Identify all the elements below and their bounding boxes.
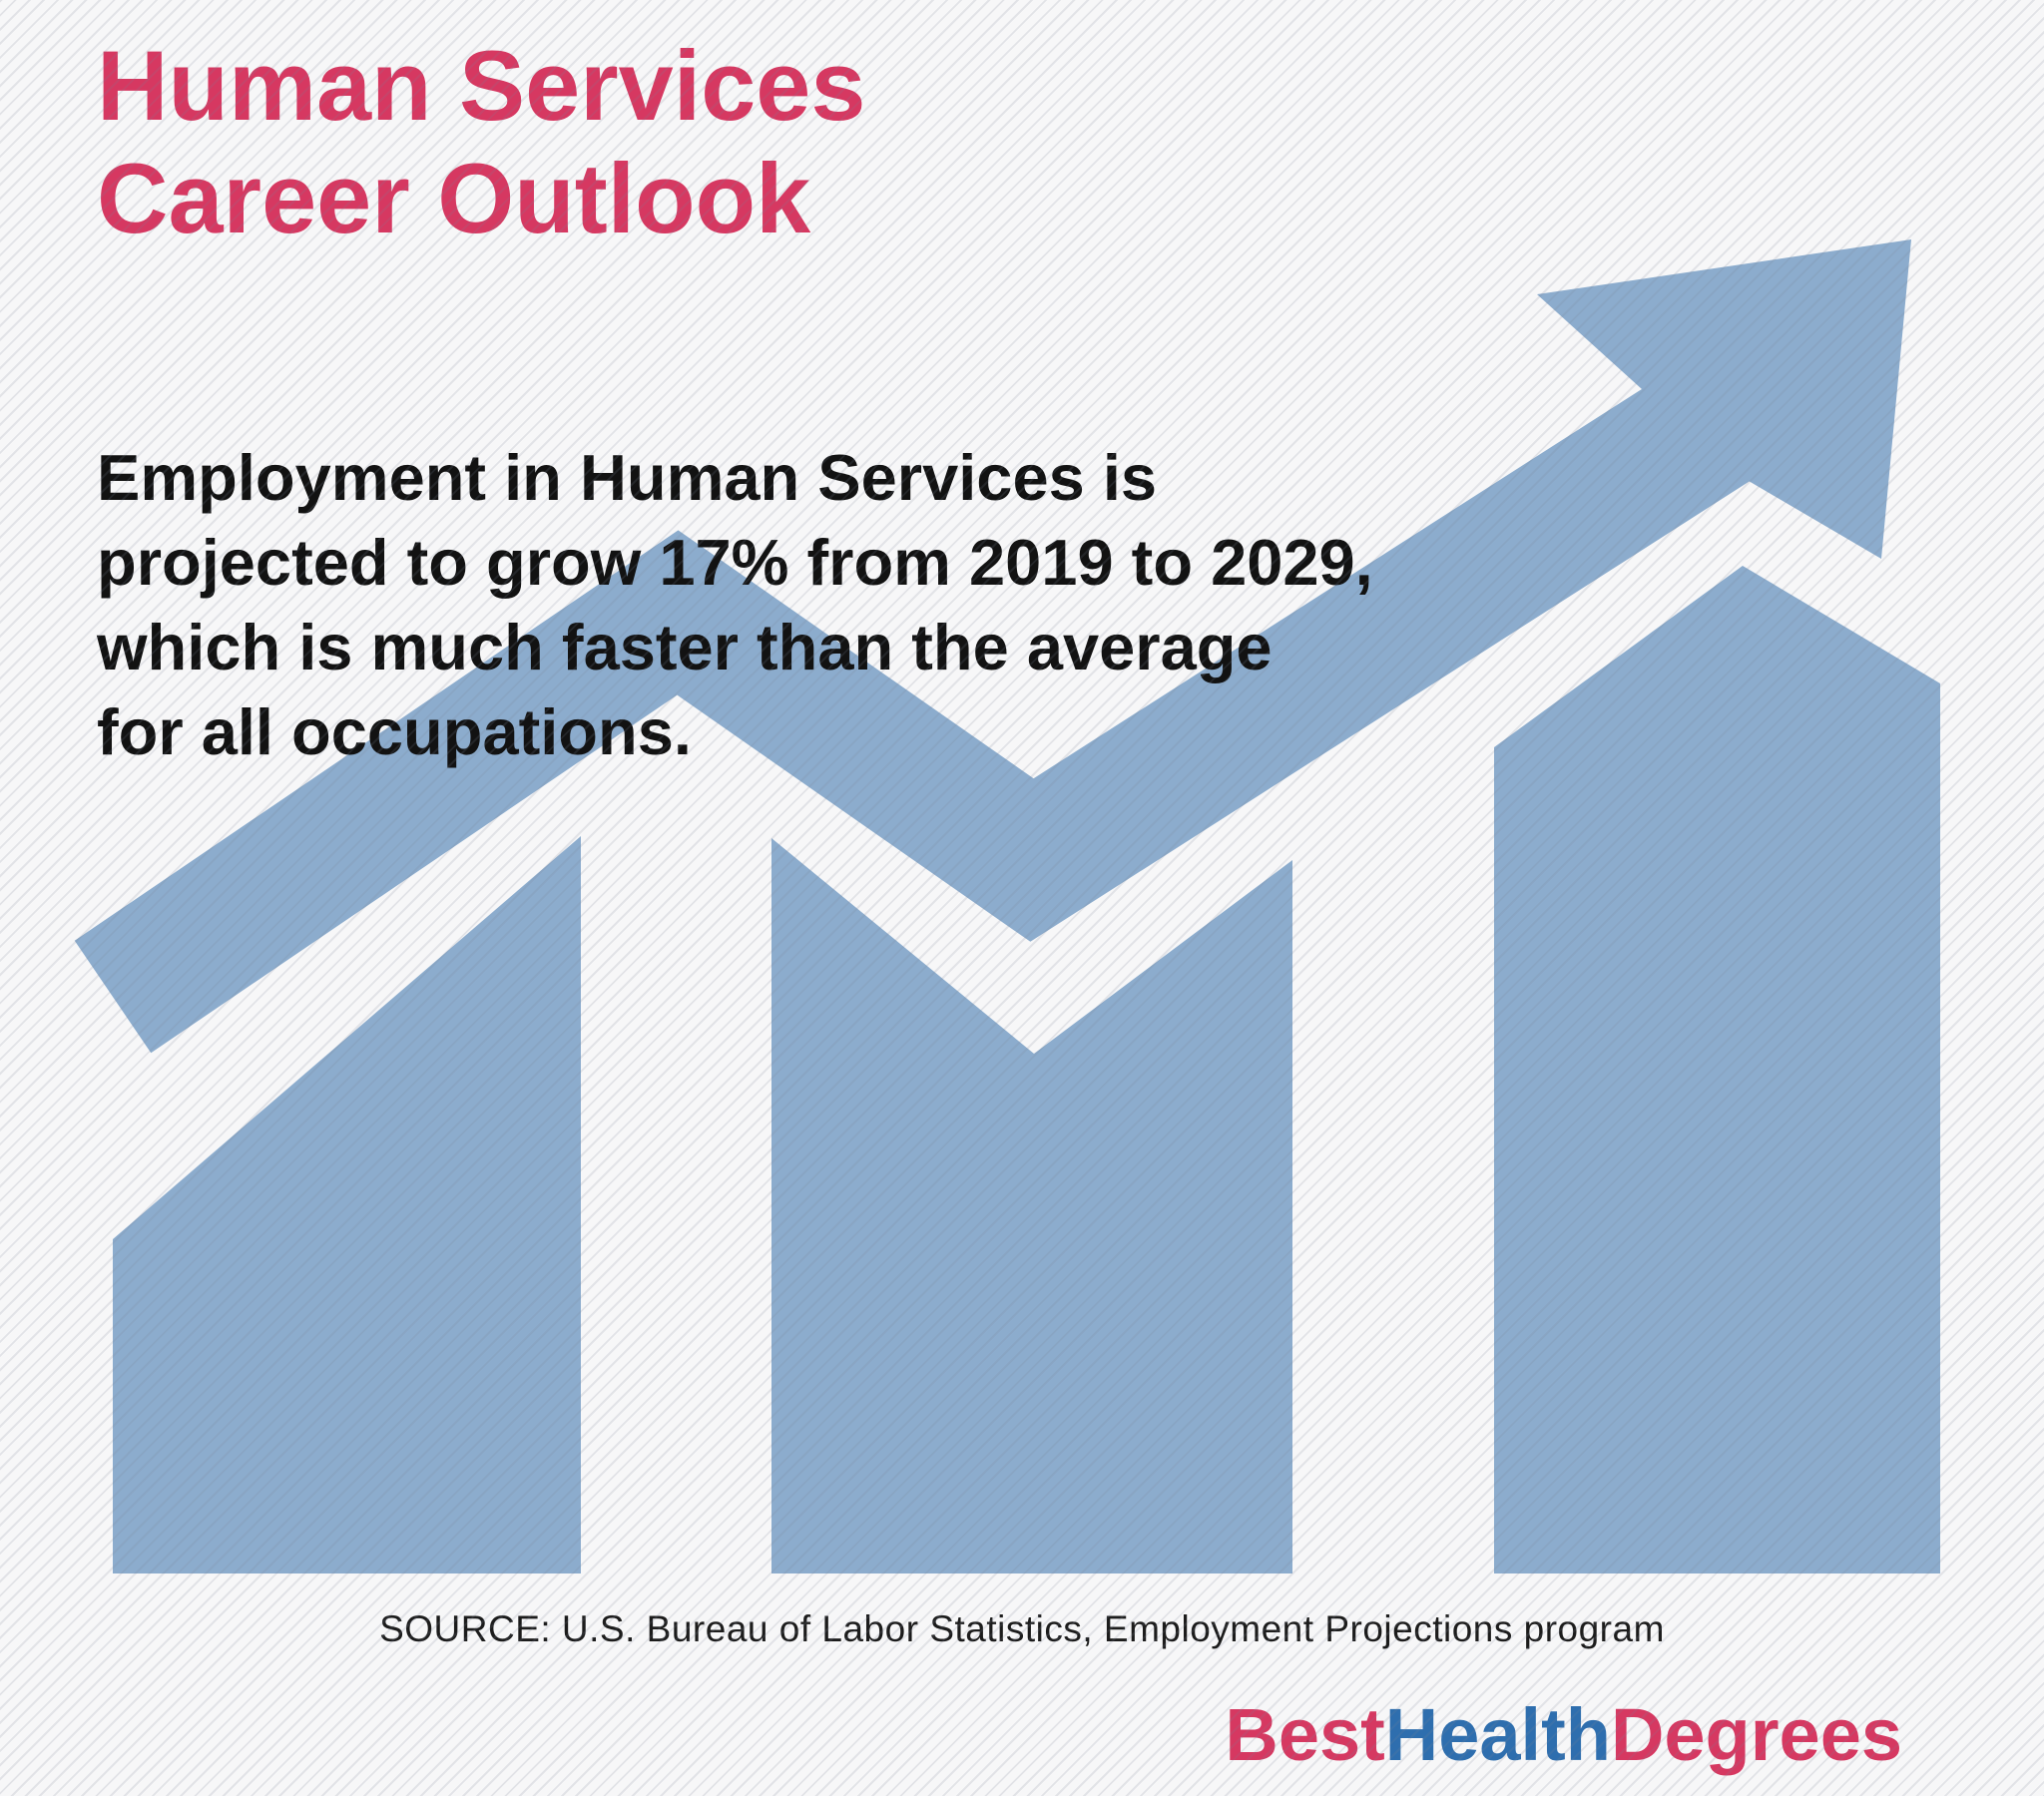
body-line-1: Employment in Human Services is [97, 441, 1158, 514]
logo-part-health: Health [1384, 1693, 1611, 1776]
source-citation: SOURCE: U.S. Bureau of Labor Statistics,… [379, 1608, 1665, 1649]
brand-logo: BestHealthDegrees [1225, 1692, 1902, 1777]
logo-part-degrees: Degrees [1610, 1693, 1902, 1776]
body-line-2: projected to grow 17% from 2019 to 2029, [97, 526, 1373, 600]
body-line-4: for all occupations. [97, 695, 692, 769]
page-title: Human Services Career Outlook [97, 30, 865, 255]
bar-1 [113, 836, 581, 1573]
title-line-2: Career Outlook [97, 142, 811, 253]
title-line-1: Human Services [97, 30, 866, 141]
trend-arrow-shaft [74, 306, 1843, 1054]
bar-2 [771, 838, 1292, 1573]
bar-3 [1494, 566, 1940, 1573]
statistic-paragraph: Employment in Human Services is projecte… [97, 435, 1373, 775]
body-line-3: which is much faster than the average [97, 611, 1273, 684]
trend-arrow-head-icon [1537, 239, 1911, 559]
logo-part-best: Best [1225, 1693, 1385, 1776]
